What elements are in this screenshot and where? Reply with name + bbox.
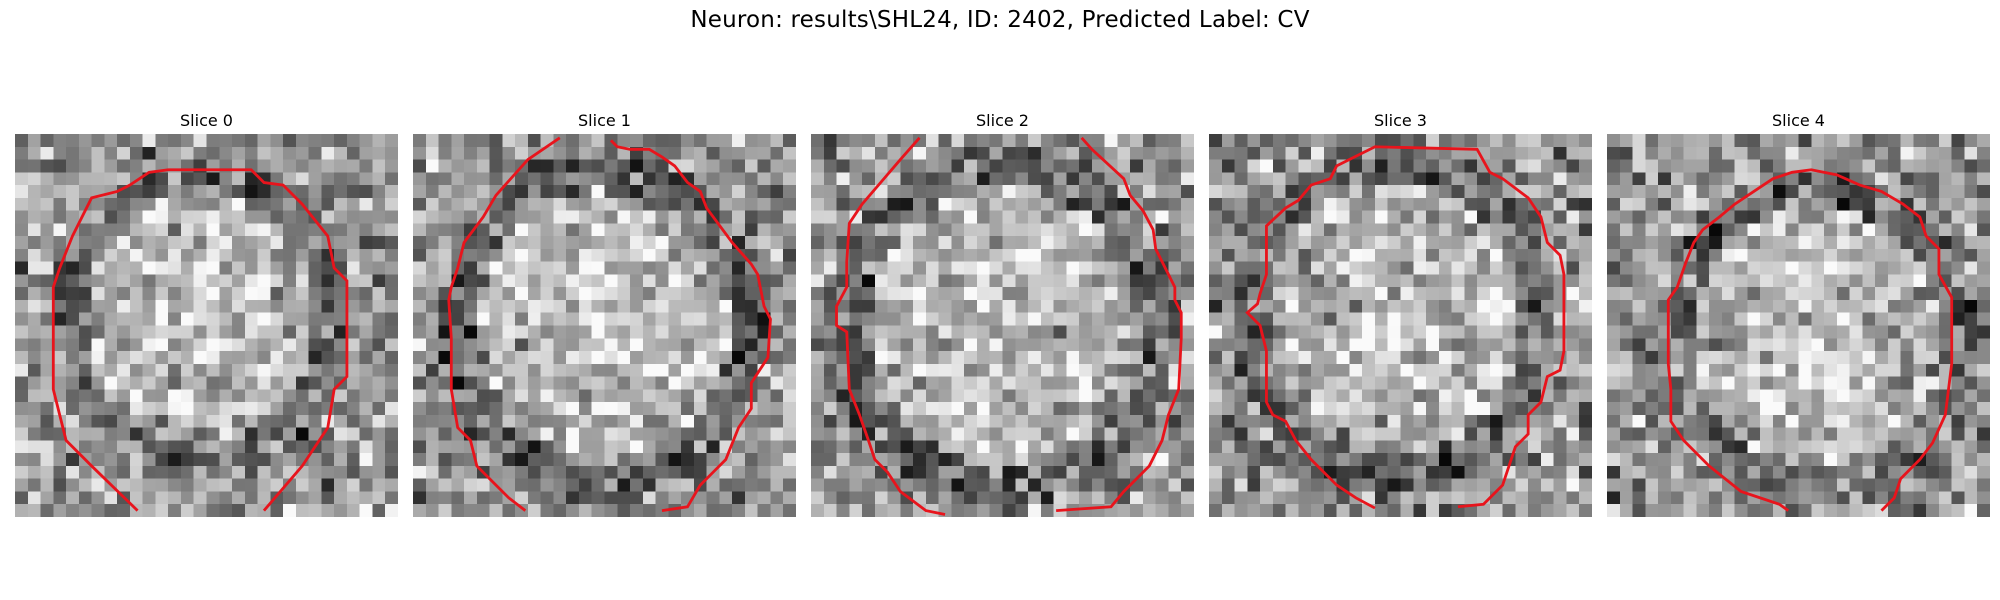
- slice-image: [15, 134, 398, 517]
- slice-panel-1: Slice 1: [413, 108, 796, 517]
- slice-panel-0: Slice 0: [15, 108, 398, 517]
- slice-image: [413, 134, 796, 517]
- slice-panel-3: Slice 3: [1209, 108, 1592, 517]
- slice-title: Slice 0: [15, 108, 398, 134]
- slice-image: [811, 134, 1194, 517]
- slice-title: Slice 2: [811, 108, 1194, 134]
- slice-title: Slice 3: [1209, 108, 1592, 134]
- slice-panel-2: Slice 2: [811, 108, 1194, 517]
- figure-title: Neuron: results\SHL24, ID: 2402, Predict…: [0, 7, 2000, 33]
- slice-image: [1607, 134, 1990, 517]
- slice-title: Slice 4: [1607, 108, 1990, 134]
- slice-image: [1209, 134, 1592, 517]
- slice-panel-4: Slice 4: [1607, 108, 1990, 517]
- slice-title: Slice 1: [413, 108, 796, 134]
